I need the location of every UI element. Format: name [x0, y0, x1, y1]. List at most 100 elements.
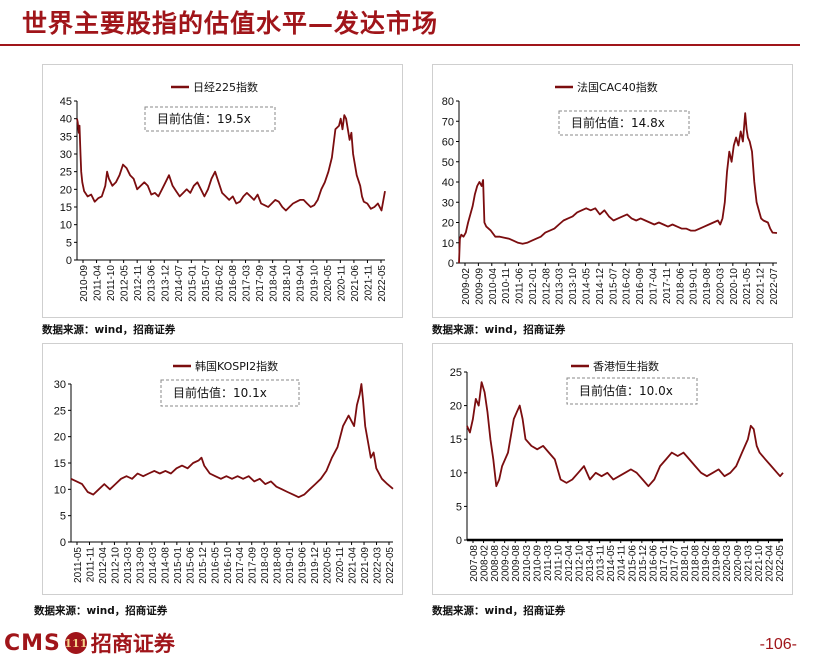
x-tick-label: 2014-03 — [148, 547, 159, 584]
x-tick-label: 2013-03 — [555, 268, 566, 305]
page-title: 世界主要股指的估值水平—发达市场 — [22, 9, 439, 38]
x-tick-label: 2009-02 — [501, 545, 512, 582]
source-note: 数据来源：wind，招商证券 — [34, 605, 168, 617]
y-tick-label: 30 — [442, 197, 454, 209]
x-tick-label: 2011-04 — [93, 265, 104, 301]
y-tick-label: 30 — [60, 149, 72, 161]
series-line — [70, 383, 394, 499]
x-tick-label: 2013-11 — [596, 545, 607, 581]
x-tick-label: 2009-09 — [474, 268, 485, 305]
y-tick-label: 0 — [448, 258, 454, 270]
x-tick-label: 2013-04 — [585, 545, 596, 582]
logo-text-cn: 招商证券 — [90, 631, 175, 656]
x-tick-label: 2013-10 — [568, 268, 579, 305]
annotation-label: 目前估值：10.0x — [579, 383, 673, 398]
source-note: 数据来源：wind，招商证券 — [42, 324, 176, 336]
y-tick-label: 20 — [60, 184, 72, 196]
x-tick-label: 2021-04 — [348, 547, 359, 584]
source-note: 数据来源：wind，招商证券 — [432, 324, 566, 336]
x-tick-label: 2019-10 — [309, 265, 320, 302]
chart-kospi2: 0 5 10 15 20 25 30 2011-05 2011-11 2012-04 2012-10… — [54, 359, 396, 584]
x-tick-label: 2016-08 — [228, 265, 239, 302]
x-tick-label: 2015-12 — [198, 547, 209, 584]
x-tick-label: 2018-06 — [675, 268, 686, 305]
x-tick-label: 2019-08 — [702, 268, 713, 305]
y-tick-label: 10 — [60, 220, 72, 232]
series-line — [458, 112, 778, 264]
annotation-label: 目前估值：10.1x — [173, 385, 267, 400]
series-line — [466, 381, 784, 488]
x-tick-label: 2010-09 — [532, 545, 543, 582]
x-tick-label: 2022-05 — [775, 545, 786, 582]
x-tick-label: 2014-05 — [606, 545, 617, 582]
x-tick-label: 2014-11 — [617, 545, 628, 581]
series-line — [76, 114, 386, 212]
x-tick-label: 2020-03 — [715, 268, 726, 305]
x-tick-label: 2019-02 — [701, 545, 712, 582]
y-tick-label: 80 — [442, 96, 454, 108]
annotation-label: 目前估值：19.5x — [157, 111, 251, 126]
x-tick-label: 2019-04 — [296, 265, 307, 302]
x-tick-label: 2007-08 — [469, 545, 480, 582]
x-tick-label: 2018-03 — [260, 547, 271, 584]
x-tick-label: 2018-10 — [282, 265, 293, 302]
x-tick-label: 2011-06 — [515, 268, 526, 304]
legend-label: 韩国KOSPI2指数 — [195, 359, 278, 373]
x-tick-label: 2016-02 — [214, 265, 225, 302]
x-tick-label: 2020-11 — [335, 547, 346, 583]
x-tick-label: 2017-03 — [242, 265, 253, 302]
x-tick-label: 2016-10 — [223, 547, 234, 584]
x-tick-label: 2021-09 — [360, 547, 371, 584]
x-tick-label: 2013-06 — [147, 265, 158, 302]
x-tick-label: 2013-12 — [160, 265, 171, 302]
x-tick-label: 2021-12 — [756, 268, 767, 305]
x-tick-label: 2017-09 — [248, 547, 259, 584]
x-tick-label: 2017-04 — [648, 268, 659, 305]
x-tick-label: 2017-01 — [659, 545, 670, 582]
y-tick-label: 15 — [60, 202, 72, 214]
x-tick-label: 2015-12 — [638, 545, 649, 582]
chart-panel-hangseng: 0 5 10 15 20 25 2007-08 2008-02 2008-08 2009-02 20… — [432, 343, 793, 595]
y-tick-label: 25 — [450, 367, 462, 379]
y-tick-label: 70 — [442, 116, 454, 128]
company-logo: CMS 111 招商证券 — [4, 630, 175, 657]
x-tick-label: 2012-05 — [120, 265, 131, 302]
x-tick-label: 2022-05 — [377, 265, 388, 302]
x-tick-label: 2011-03 — [543, 545, 554, 581]
x-tick-label: 2018-08 — [691, 545, 702, 582]
y-tick-label: 0 — [66, 255, 72, 267]
x-tick-label: 2010-11 — [501, 268, 512, 304]
logo-mark-icon: 111 — [64, 632, 87, 654]
annotation-box — [558, 110, 690, 136]
y-tick-label: 5 — [66, 237, 72, 249]
x-tick-label: 2010-03 — [522, 545, 533, 582]
x-tick-label: 2017-11 — [662, 268, 673, 304]
x-tick-label: 2018-08 — [273, 547, 284, 584]
y-tick-label: 15 — [450, 434, 462, 446]
x-tick-label: 2018-01 — [680, 545, 691, 582]
y-tick-label: 0 — [60, 537, 66, 549]
annotation-box — [144, 106, 276, 132]
x-tick-label: 2021-11 — [363, 265, 374, 301]
x-tick-label: 2017-07 — [669, 545, 680, 582]
x-tick-label: 2011-05 — [73, 547, 84, 583]
x-tick-label: 2018-04 — [269, 265, 280, 302]
annotation-box — [566, 377, 698, 405]
x-tick-label: 2015-07 — [201, 265, 212, 302]
chart-panel-cac40: 0 10 20 30 40 50 60 70 80 2009-02 2009-09 2010-04 20… — [432, 64, 793, 318]
x-tick-label: 2020-03 — [722, 545, 733, 582]
y-tick-label: 35 — [60, 131, 72, 143]
y-tick-label: 50 — [442, 157, 454, 169]
x-tick-label: 2016-02 — [622, 268, 633, 305]
x-tick-label: 2015-01 — [187, 265, 198, 302]
x-tick-label: 2015-07 — [608, 268, 619, 305]
x-tick-label: 2012-10 — [110, 547, 121, 584]
x-tick-label: 2020-05 — [323, 547, 334, 584]
x-tick-label: 2014-05 — [582, 268, 593, 305]
legend-label: 日经225指数 — [193, 80, 258, 94]
y-tick-label: 40 — [442, 177, 454, 189]
source-note: 数据来源：wind，招商证券 — [432, 605, 566, 617]
x-tick-label: 2010-04 — [488, 268, 499, 305]
